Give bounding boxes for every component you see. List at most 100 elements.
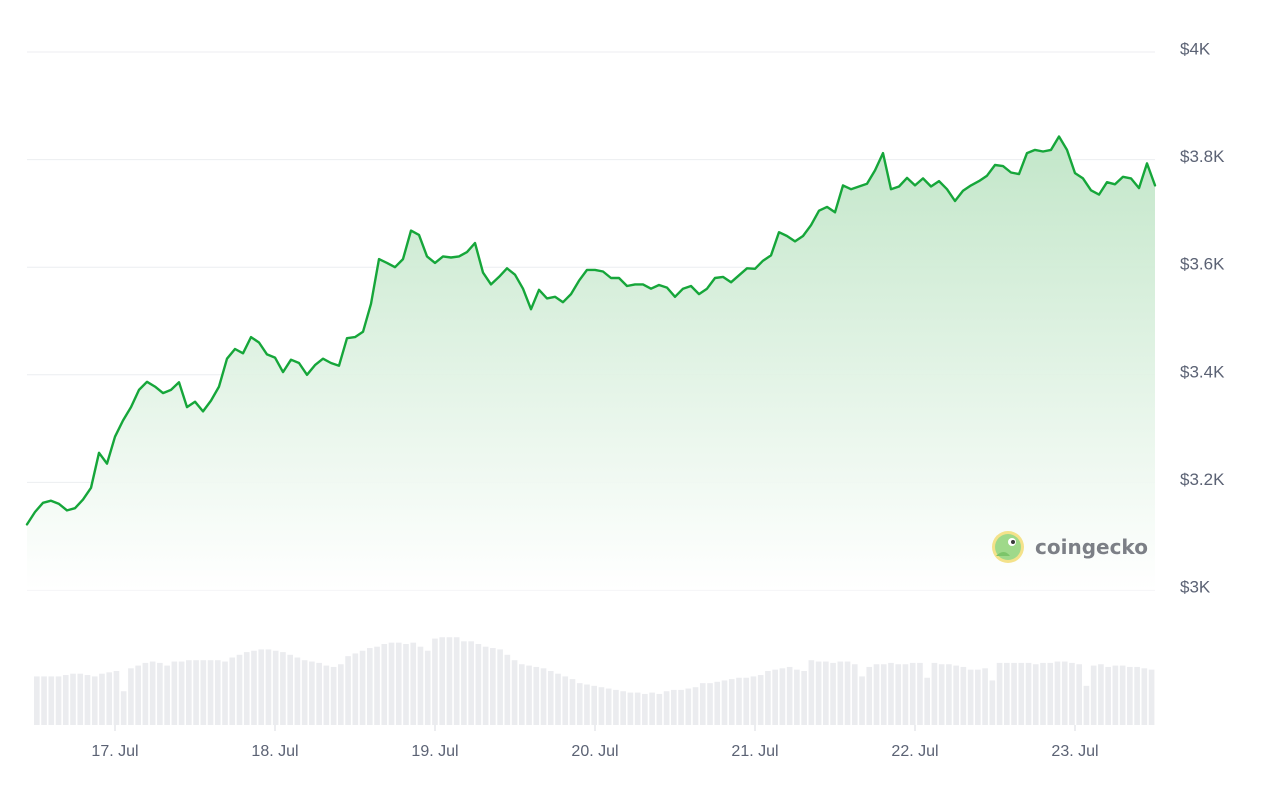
volume-bar xyxy=(1119,665,1126,725)
volume-bar xyxy=(265,649,272,725)
volume-bar xyxy=(1083,685,1090,725)
volume-bar xyxy=(656,693,663,725)
volume-bar xyxy=(352,653,359,725)
y-tick-label: $3.2K xyxy=(1180,470,1225,489)
volume-bar xyxy=(960,666,967,725)
volume-bar xyxy=(931,662,938,725)
volume-bar xyxy=(323,665,330,725)
volume-bar xyxy=(128,668,134,725)
volume-bar xyxy=(439,637,446,725)
volume-bar xyxy=(214,660,221,725)
volume-bar xyxy=(1127,666,1133,725)
volume-bar xyxy=(584,684,590,725)
volume-bar xyxy=(1040,662,1046,725)
volume-bar xyxy=(642,693,648,725)
x-tick-label: 20. Jul xyxy=(571,743,618,760)
volume-bar xyxy=(808,660,815,725)
volume-bar xyxy=(851,664,858,725)
volume-bar xyxy=(453,637,460,725)
volume-bar xyxy=(953,665,959,725)
volume-bar xyxy=(1003,662,1010,725)
volume-bar xyxy=(1032,664,1039,725)
volume-bar xyxy=(902,664,909,725)
volume-bar xyxy=(685,688,692,725)
volume-bar xyxy=(765,671,771,725)
y-tick-label: $3K xyxy=(1180,577,1211,596)
volume-bar xyxy=(359,650,366,725)
volume-bar xyxy=(728,679,735,725)
volume-bar xyxy=(468,641,474,725)
volume-bar xyxy=(91,676,98,725)
volume-bar xyxy=(186,660,192,725)
volume-bar xyxy=(989,680,996,725)
x-tick-label: 18. Jul xyxy=(251,743,298,760)
volume-bar xyxy=(330,666,337,725)
volume-bar xyxy=(895,664,902,725)
volume-bar xyxy=(497,649,503,725)
volume-bar xyxy=(1011,662,1017,725)
volume-bar xyxy=(605,688,612,725)
volume-bar xyxy=(309,661,315,725)
volume-bar xyxy=(873,664,880,725)
y-axis-labels: $4K $3.8K $3.6K $3.4K $3.2K $3K xyxy=(1180,39,1225,596)
volume-bar xyxy=(779,668,786,725)
y-tick-label: $3.8K xyxy=(1180,147,1225,166)
volume-bar xyxy=(1148,669,1155,725)
volume-bar xyxy=(461,641,467,725)
volume-bar xyxy=(77,673,84,725)
volume-bar xyxy=(547,671,554,725)
volume-bar xyxy=(1069,662,1075,725)
volume-bar xyxy=(613,689,619,725)
volume-bar xyxy=(84,675,91,725)
volume-bar xyxy=(381,644,388,725)
volume-bar xyxy=(207,660,214,725)
volume-bar xyxy=(678,689,684,725)
volume-bar xyxy=(707,683,713,725)
volume-bar xyxy=(48,676,55,725)
volume-bar xyxy=(229,657,236,725)
volume-bar xyxy=(982,668,988,725)
volume-bar xyxy=(576,683,583,725)
volume-bar xyxy=(106,672,113,725)
volume-bar xyxy=(620,691,626,725)
volume-bar xyxy=(757,675,764,725)
volume-bar xyxy=(815,661,822,725)
volume-bar xyxy=(1047,662,1054,725)
x-axis-labels: 17. Jul 18. Jul 19. Jul 20. Jul 21. Jul 22. J… xyxy=(91,725,1099,760)
volume-bar xyxy=(251,650,257,725)
volume-bar xyxy=(866,666,873,725)
volume-bar xyxy=(142,662,149,725)
volume-bar xyxy=(830,662,836,725)
volume-bar xyxy=(55,676,62,725)
volume-bar xyxy=(1112,665,1119,725)
x-tick-label: 21. Jul xyxy=(731,743,778,760)
gecko-logo-icon xyxy=(992,531,1024,563)
volume-bar xyxy=(1025,662,1032,725)
volume-bar xyxy=(258,649,265,725)
y-tick-label: $3.4K xyxy=(1180,362,1225,381)
volume-bar xyxy=(692,687,699,725)
volume-bar xyxy=(446,637,453,725)
volume-bar xyxy=(301,660,308,725)
volume-bar xyxy=(287,654,293,725)
volume-bar xyxy=(70,673,76,725)
volume-bar xyxy=(410,642,417,725)
volume-bar xyxy=(113,671,120,725)
volume-bar xyxy=(649,692,655,725)
volume-bar xyxy=(200,660,207,725)
volume-bar xyxy=(432,638,438,725)
volume-bar xyxy=(490,648,496,725)
volume-bar xyxy=(663,691,670,725)
volume-bar xyxy=(171,661,178,725)
volume-bar xyxy=(518,664,525,725)
price-line xyxy=(25,135,1157,526)
y-tick-label: $4K xyxy=(1180,39,1211,58)
volume-bar xyxy=(743,677,750,725)
volume-bar xyxy=(772,669,778,725)
volume-bar xyxy=(417,646,424,725)
x-tick-label: 19. Jul xyxy=(411,743,458,760)
volume-bar xyxy=(178,661,185,725)
volume-bar xyxy=(338,664,344,725)
